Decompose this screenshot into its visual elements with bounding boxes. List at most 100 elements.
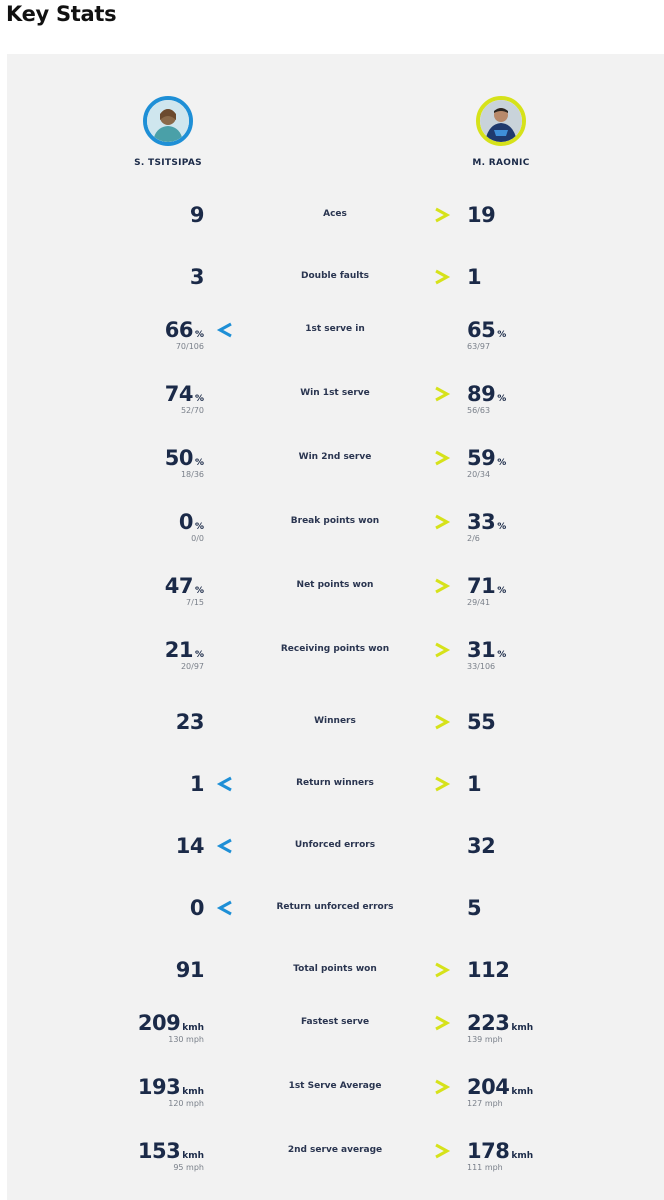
stat-left-sub: 20/97 bbox=[180, 662, 204, 671]
stat-right-sub: 56/63 bbox=[467, 406, 491, 415]
stat-row: 14 Unforced errors 32 bbox=[0, 834, 664, 874]
stat-left-value: 9 bbox=[189, 203, 205, 227]
chevron-right-icon bbox=[433, 776, 451, 792]
player-left-avatar bbox=[143, 96, 193, 146]
stat-left-value: 0 bbox=[189, 896, 205, 920]
stat-left-number: 3 bbox=[189, 265, 205, 289]
stat-left-number: 153 bbox=[137, 1139, 181, 1163]
stat-right-value: 112 bbox=[467, 958, 510, 982]
stat-row: 193 kmh 120 mph 1st Serve Average 204 kmh 127 … bbox=[0, 1075, 664, 1115]
stat-left-value: 91 bbox=[175, 958, 205, 982]
stat-row: 9 Aces 19 bbox=[0, 203, 664, 243]
stat-row: 0 Return unforced errors 5 bbox=[0, 896, 664, 936]
player-left-photo-icon bbox=[147, 100, 189, 142]
stat-right-number: 59 bbox=[467, 446, 496, 470]
stat-label: Fastest serve bbox=[300, 1017, 370, 1027]
chevron-right-icon bbox=[433, 714, 451, 730]
chevron-right-icon bbox=[433, 642, 451, 658]
stat-right-value: 89% 56/63 bbox=[467, 382, 506, 415]
stat-left-sub: 120 mph bbox=[168, 1099, 204, 1108]
chevron-left-icon bbox=[216, 900, 234, 916]
stat-left-value: 47% 7/15 bbox=[165, 574, 204, 607]
stat-label: Return unforced errors bbox=[276, 902, 394, 912]
stat-left-number: 74 bbox=[164, 382, 194, 406]
stat-left-sub: 18/36 bbox=[180, 470, 204, 479]
stat-right-value: 59% 20/34 bbox=[467, 446, 506, 479]
player-right-name: M. RAONIC bbox=[472, 158, 530, 168]
stat-left-unit: kmh bbox=[182, 1023, 204, 1033]
stat-left-value: 66% 70/106 bbox=[165, 318, 204, 351]
stat-left-number: 0 bbox=[178, 510, 194, 534]
stat-right-number: 1 bbox=[467, 772, 482, 796]
stat-right-number: 178 bbox=[467, 1139, 510, 1163]
stat-left-number: 23 bbox=[175, 710, 205, 734]
chevron-right-icon bbox=[433, 1015, 451, 1031]
stat-left-value: 3 bbox=[189, 265, 205, 289]
stat-row: 209 kmh 130 mph Fastest serve 223 kmh 139 mph bbox=[0, 1011, 664, 1051]
stat-label: Winners bbox=[314, 716, 356, 726]
stat-left-value: 14 bbox=[175, 834, 205, 858]
stat-right-sub: 33/106 bbox=[467, 662, 496, 671]
stat-label: Break points won bbox=[290, 516, 380, 526]
stat-right-sub: 2/6 bbox=[467, 534, 480, 543]
chevron-right-icon bbox=[433, 962, 451, 978]
stat-left-number: 193 bbox=[137, 1075, 181, 1099]
stat-right-unit: % bbox=[497, 330, 507, 340]
stat-right-unit: % bbox=[497, 650, 507, 660]
stat-right-number: 5 bbox=[467, 896, 482, 920]
stat-row: 91 Total points won 112 bbox=[0, 958, 664, 998]
stat-left-number: 14 bbox=[175, 834, 205, 858]
stat-left-value: 21% 20/97 bbox=[165, 638, 204, 671]
stat-left-number: 50 bbox=[164, 446, 194, 470]
stat-left-sub: 70/106 bbox=[175, 342, 204, 351]
stat-label: Total points won bbox=[293, 964, 377, 974]
page-title: Key Stats bbox=[6, 2, 117, 26]
stat-right-value: 65% 63/97 bbox=[467, 318, 506, 351]
stat-row: 1 Return winners 1 bbox=[0, 772, 664, 812]
stat-right-value: 71% 29/41 bbox=[467, 574, 506, 607]
stat-row: 74% 52/70 Win 1st serve 89% 56/63 bbox=[0, 382, 664, 422]
stat-right-sub: 111 mph bbox=[467, 1163, 503, 1172]
chevron-right-icon bbox=[433, 1079, 451, 1095]
stat-left-sub: 0/0 bbox=[191, 534, 204, 543]
stat-right-unit: % bbox=[497, 522, 507, 532]
stat-left-unit: kmh bbox=[182, 1087, 204, 1097]
stat-label: Win 2nd serve bbox=[298, 452, 372, 462]
stat-right-number: 33 bbox=[467, 510, 496, 534]
stat-right-sub: 139 mph bbox=[467, 1035, 503, 1044]
stat-left-number: 9 bbox=[189, 203, 205, 227]
stat-row: 3 Double faults 1 bbox=[0, 265, 664, 305]
stat-label: Unforced errors bbox=[294, 840, 376, 850]
chevron-right-icon bbox=[433, 207, 451, 223]
stat-left-value: 23 bbox=[175, 710, 205, 734]
stat-right-number: 223 bbox=[467, 1011, 510, 1035]
stat-right-value: 1 bbox=[467, 772, 482, 796]
player-right-avatar bbox=[476, 96, 526, 146]
chevron-left-icon bbox=[216, 838, 234, 854]
chevron-left-icon bbox=[216, 776, 234, 792]
stat-left-value: 50% 18/36 bbox=[165, 446, 204, 479]
stat-right-unit: % bbox=[497, 394, 507, 404]
stat-left-unit: % bbox=[194, 394, 204, 404]
stat-left-value: 0% 0/0 bbox=[179, 510, 204, 543]
stat-right-number: 112 bbox=[467, 958, 510, 982]
stat-left-number: 209 bbox=[137, 1011, 181, 1035]
stat-left-unit: kmh bbox=[182, 1151, 204, 1161]
stat-row: 23 Winners 55 bbox=[0, 710, 664, 750]
stat-right-unit: kmh bbox=[511, 1023, 534, 1033]
stat-right-value: 223 kmh 139 mph bbox=[467, 1011, 533, 1044]
stat-right-unit: % bbox=[497, 458, 507, 468]
stat-label: 2nd serve average bbox=[287, 1145, 383, 1155]
stat-label: Double faults bbox=[301, 271, 369, 281]
stat-left-number: 1 bbox=[189, 772, 205, 796]
stat-left-number: 66 bbox=[164, 318, 194, 342]
stat-right-value: 31% 33/106 bbox=[467, 638, 506, 671]
stat-right-value: 5 bbox=[467, 896, 482, 920]
stat-left-value: 153 kmh 95 mph bbox=[138, 1139, 204, 1172]
stat-left-number: 0 bbox=[189, 896, 205, 920]
stat-left-number: 91 bbox=[175, 958, 205, 982]
player-right-photo-icon bbox=[480, 100, 522, 142]
stat-right-value: 32 bbox=[467, 834, 496, 858]
stat-left-value: 1 bbox=[189, 772, 205, 796]
